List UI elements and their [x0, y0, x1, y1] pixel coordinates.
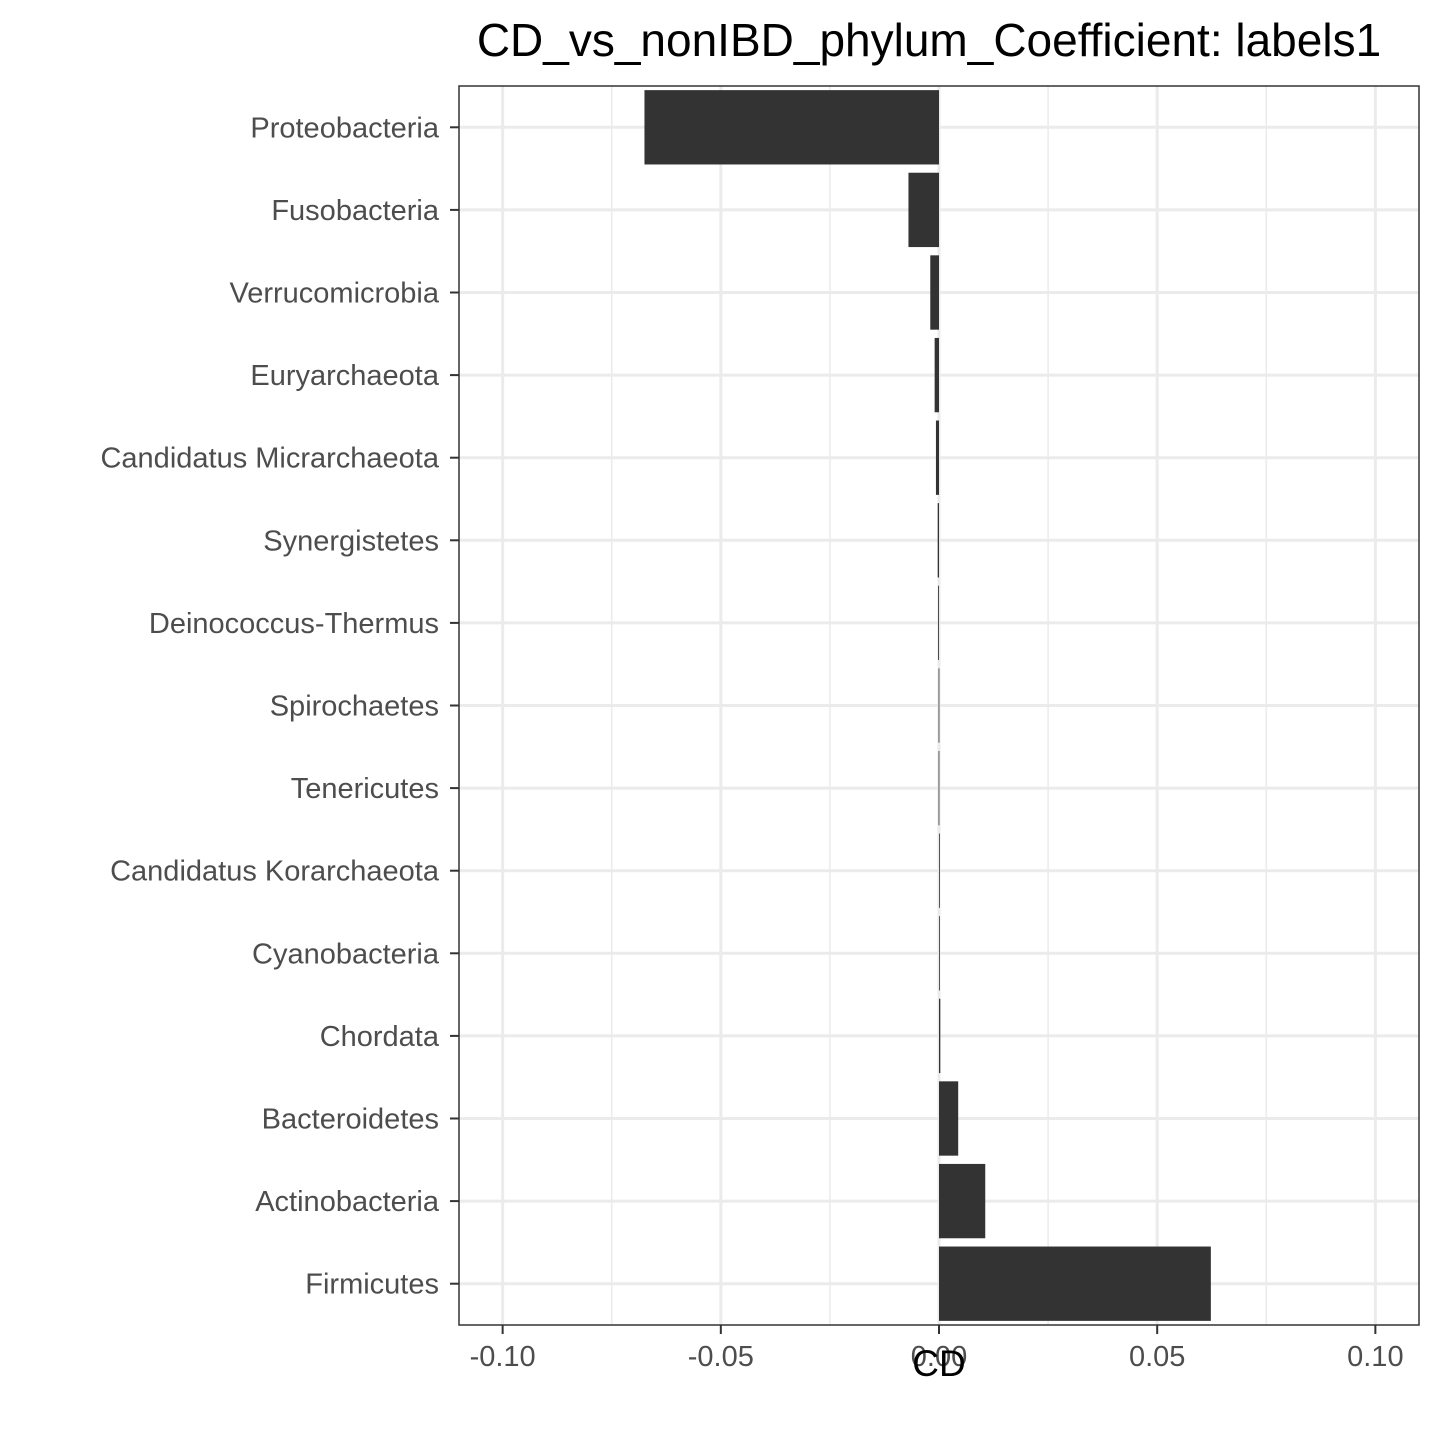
y-tick-label: Deinococcus-Thermus: [149, 608, 439, 640]
bars: [644, 90, 1211, 1321]
x-tick-label: 0.05: [1129, 1341, 1185, 1373]
bar-tenericutes: [938, 750, 940, 826]
bar-candidatus-korarchaeota: [939, 833, 940, 908]
bar-verrucomicrobia: [930, 255, 939, 330]
bar-proteobacteria: [644, 90, 939, 165]
y-tick-label: Verrucomicrobia: [229, 278, 439, 310]
y-tick-label: Bacteroidetes: [262, 1104, 439, 1136]
y-tick-label: Chordata: [320, 1021, 440, 1053]
y-tick-label: Spirochaetes: [270, 691, 439, 723]
y-axis: Proteobacteria Fusobacteria Verrucomicrobi…: [100, 112, 459, 1301]
chart-title: CD_vs_nonIBD_phylum_Coefficient: labels1: [477, 14, 1381, 66]
x-tick-label: -0.10: [470, 1341, 536, 1373]
y-tick-label: Tenericutes: [291, 773, 439, 805]
bar-synergistetes: [937, 503, 939, 578]
bar-cyanobacteria: [939, 916, 940, 991]
y-tick-label: Proteobacteria: [250, 112, 439, 144]
x-axis-title: CD: [912, 1343, 965, 1384]
y-tick-label: Candidatus Korarchaeota: [110, 856, 440, 888]
y-tick-label: Firmicutes: [305, 1269, 439, 1301]
y-tick-label: Euryarchaeota: [250, 360, 439, 392]
bar-fusobacteria: [908, 172, 939, 248]
y-tick-label: Fusobacteria: [271, 195, 440, 227]
y-tick-label: Cyanobacteria: [252, 938, 440, 970]
x-tick-label: 0.10: [1347, 1341, 1403, 1373]
bar-deinococcus-thermus: [938, 585, 939, 661]
x-tick-label: -0.05: [688, 1341, 754, 1373]
y-tick-label: Synergistetes: [263, 525, 439, 557]
bar-actinobacteria: [939, 1163, 986, 1239]
bar-bacteroidetes: [939, 1081, 959, 1156]
bar-candidatus-micrarchaeota: [935, 420, 939, 495]
bar-euryarchaeota: [934, 337, 939, 413]
bar-firmicutes: [939, 1246, 1211, 1321]
y-tick-label: Actinobacteria: [255, 1186, 440, 1218]
bar-chordata: [939, 998, 941, 1074]
x-axis: -0.10 -0.05 0.00 0.05 0.10: [470, 1325, 1404, 1373]
x-tick-label: 0.00: [911, 1341, 967, 1373]
y-tick-label: Candidatus Micrarchaeota: [100, 443, 439, 475]
bar-spirochaetes: [938, 668, 940, 743]
